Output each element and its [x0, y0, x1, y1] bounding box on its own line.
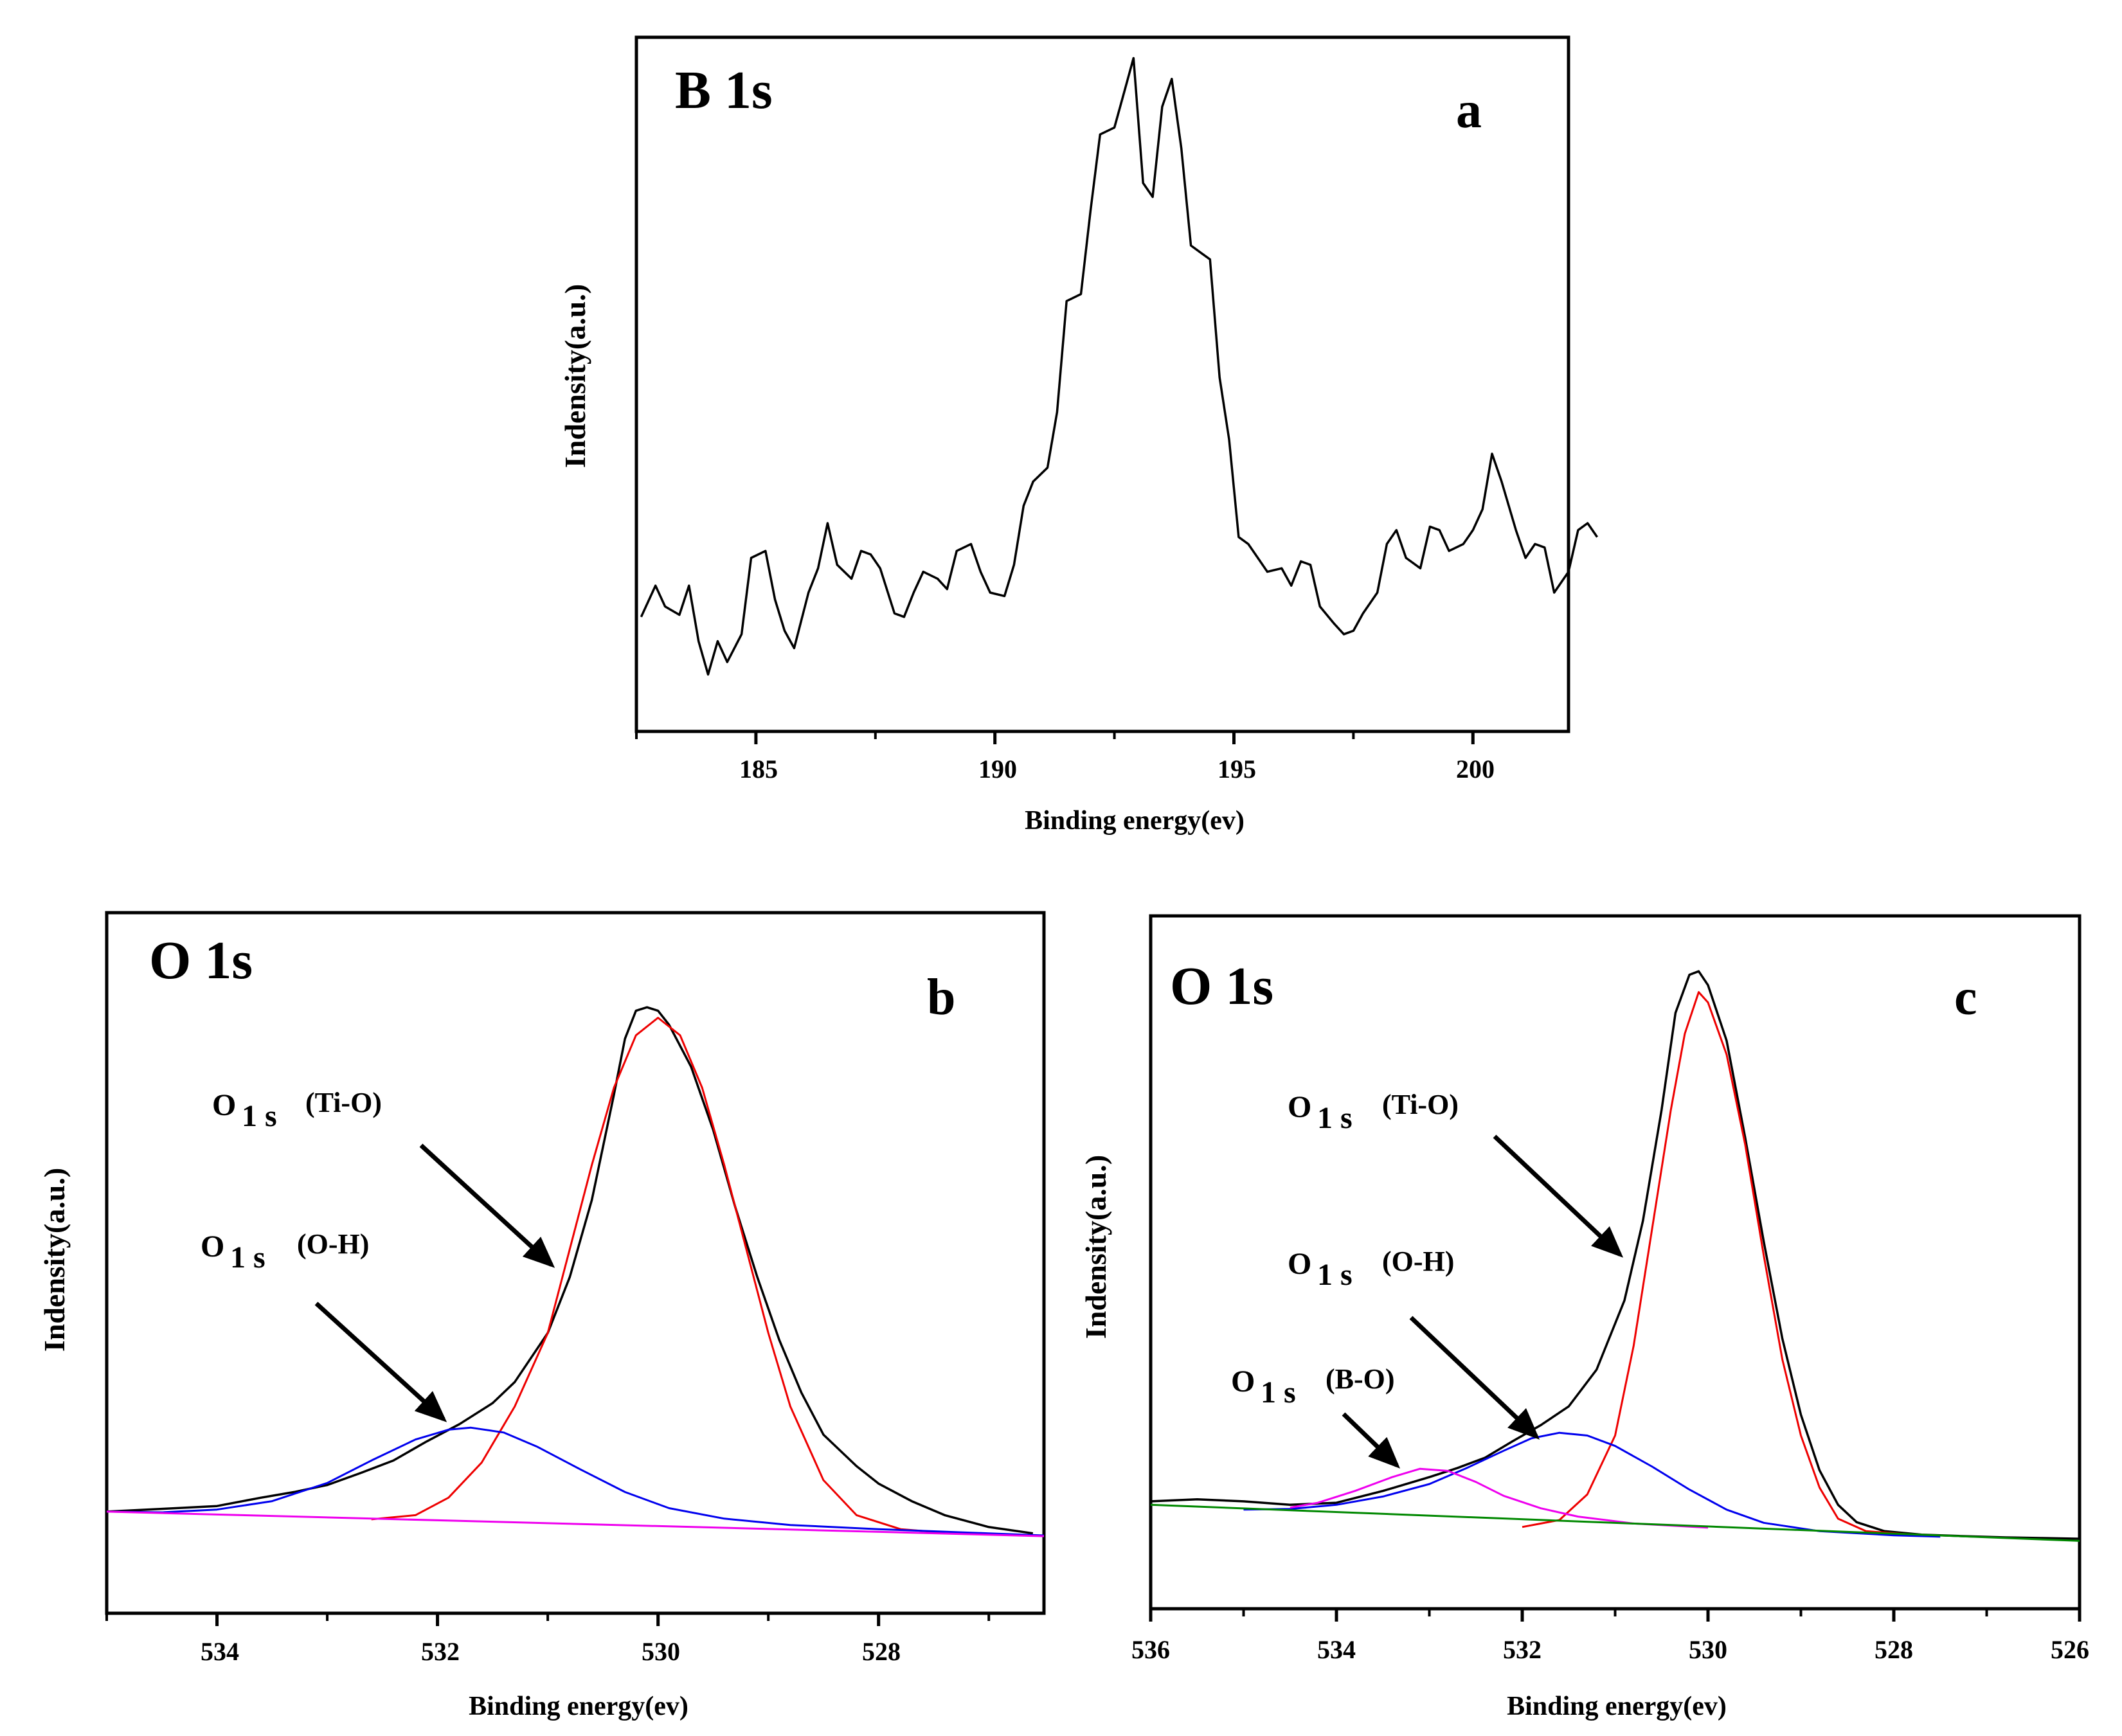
panel-a-tick-label-2: 195 — [1218, 755, 1256, 783]
annotation-bond: (Ti-O) — [1382, 1089, 1459, 1120]
panel-b-tick-label-0: 534 — [201, 1637, 239, 1666]
panel-c-letter: c — [1954, 969, 1977, 1026]
panel-c-series-o-1s-b-o — [1290, 1467, 1709, 1529]
annotation-arrow — [1409, 1316, 1540, 1440]
annotation-subscript: 1 s — [1317, 1258, 1353, 1292]
panel-a-y-axis-label: Indensity(a.u.) — [559, 284, 591, 468]
panel-c-x-axis-label: Binding energy(ev) — [1507, 1692, 1727, 1721]
panel-a-series-b-1s — [640, 57, 1599, 676]
annotation-subscript: 1 s — [1317, 1101, 1353, 1135]
panel-b-annotation-ti-o: O 1 s (Ti-O) — [212, 1087, 555, 1268]
annotation-bond: (O-H) — [1382, 1246, 1454, 1277]
panel-a-xticks — [635, 731, 1475, 744]
panel-c-tick-label-4: 528 — [1875, 1635, 1913, 1664]
annotation-subscript: 1 s — [230, 1240, 265, 1275]
panel-a-series — [640, 57, 1599, 676]
panel-c-title: O 1s — [1170, 956, 1273, 1016]
panel-a-title: B 1s — [675, 60, 773, 120]
panel-c: 536 534 532 530 528 526 Binding energy(e… — [1079, 914, 2089, 1721]
panel-c-series-measured — [1150, 970, 2080, 1540]
panel-b-y-axis-label: Indensity(a.u.) — [38, 1168, 71, 1352]
panel-b-frame — [105, 911, 1046, 1615]
annotation-subscript: 1 s — [242, 1099, 277, 1133]
annotation-main-text: O — [1231, 1365, 1255, 1399]
annotation-main-text: O — [201, 1230, 224, 1264]
panel-b-x-axis-label: Binding energy(ev) — [469, 1692, 688, 1721]
panel-c-tick-label-1: 534 — [1317, 1635, 1356, 1664]
panel-a-letter: a — [1456, 82, 1482, 139]
panel-c-series — [1150, 970, 2080, 1542]
annotation-bond: (B-O) — [1326, 1363, 1395, 1395]
panel-b-tick-label-1: 532 — [421, 1637, 460, 1666]
panel-b-series-o-1s-o-h — [106, 1426, 1045, 1537]
panel-a-tick-label-0: 185 — [739, 755, 778, 783]
annotation-arrow — [314, 1302, 447, 1422]
annotation-subscript: 1 s — [1261, 1375, 1296, 1409]
panel-b-title: O 1s — [149, 931, 253, 990]
panel-c-annotation-b-o: O 1 s (B-O) — [1231, 1363, 1401, 1469]
panel-c-annotation-o-h: O 1 s (O-H) — [1288, 1246, 1540, 1440]
annotation-bond: (O-H) — [297, 1228, 369, 1260]
panel-c-annotation-ti-o: O 1 s (Ti-O) — [1288, 1089, 1624, 1258]
panel-b-series-measured — [106, 1006, 1034, 1535]
annotation-main-text: O — [1288, 1090, 1311, 1124]
panel-c-series-background — [1150, 1503, 2080, 1542]
panel-c-tick-label-0: 536 — [1131, 1635, 1170, 1664]
panel-a-x-axis-label: Binding energy(ev) — [1025, 806, 1245, 836]
annotation-arrow — [419, 1143, 555, 1268]
panel-a-tick-label-1: 190 — [978, 755, 1017, 783]
panel-c-tick-label-2: 532 — [1503, 1635, 1542, 1664]
panel-b: 534 532 530 528 Binding energy(ev) Inden… — [38, 911, 1046, 1721]
annotation-main-text: O — [212, 1088, 236, 1122]
panel-b-series-background — [106, 1510, 1045, 1537]
panel-b-series-o-1s-ti-o — [371, 1017, 945, 1534]
annotation-arrow — [1342, 1412, 1401, 1469]
annotation-arrow — [1493, 1134, 1624, 1258]
panel-b-tick-label-2: 530 — [642, 1637, 680, 1666]
panel-c-tick-label-3: 530 — [1689, 1635, 1727, 1664]
panel-a: 185 190 195 200 Binding energy(ev) Inden… — [559, 35, 1599, 836]
panel-b-xticks — [105, 1613, 991, 1626]
panel-b-annotation-o-h: O 1 s (O-H) — [201, 1228, 447, 1422]
panel-b-series — [106, 1006, 1045, 1537]
panel-a-tick-label-3: 200 — [1456, 755, 1495, 783]
panel-c-series-o-1s-ti-o — [1522, 991, 1913, 1536]
panel-c-series-o-1s-o-h — [1243, 1431, 1941, 1538]
panel-b-letter: b — [927, 969, 956, 1026]
panel-a-frame — [634, 35, 1570, 733]
panel-b-tick-label-3: 528 — [862, 1637, 901, 1666]
panel-c-tick-label-5: 526 — [2051, 1635, 2089, 1664]
panel-c-y-axis-label: Indensity(a.u.) — [1079, 1155, 1112, 1339]
annotation-main-text: O — [1288, 1247, 1311, 1281]
annotation-bond: (Ti-O) — [305, 1087, 382, 1118]
panel-c-xticks — [1149, 1609, 2082, 1622]
